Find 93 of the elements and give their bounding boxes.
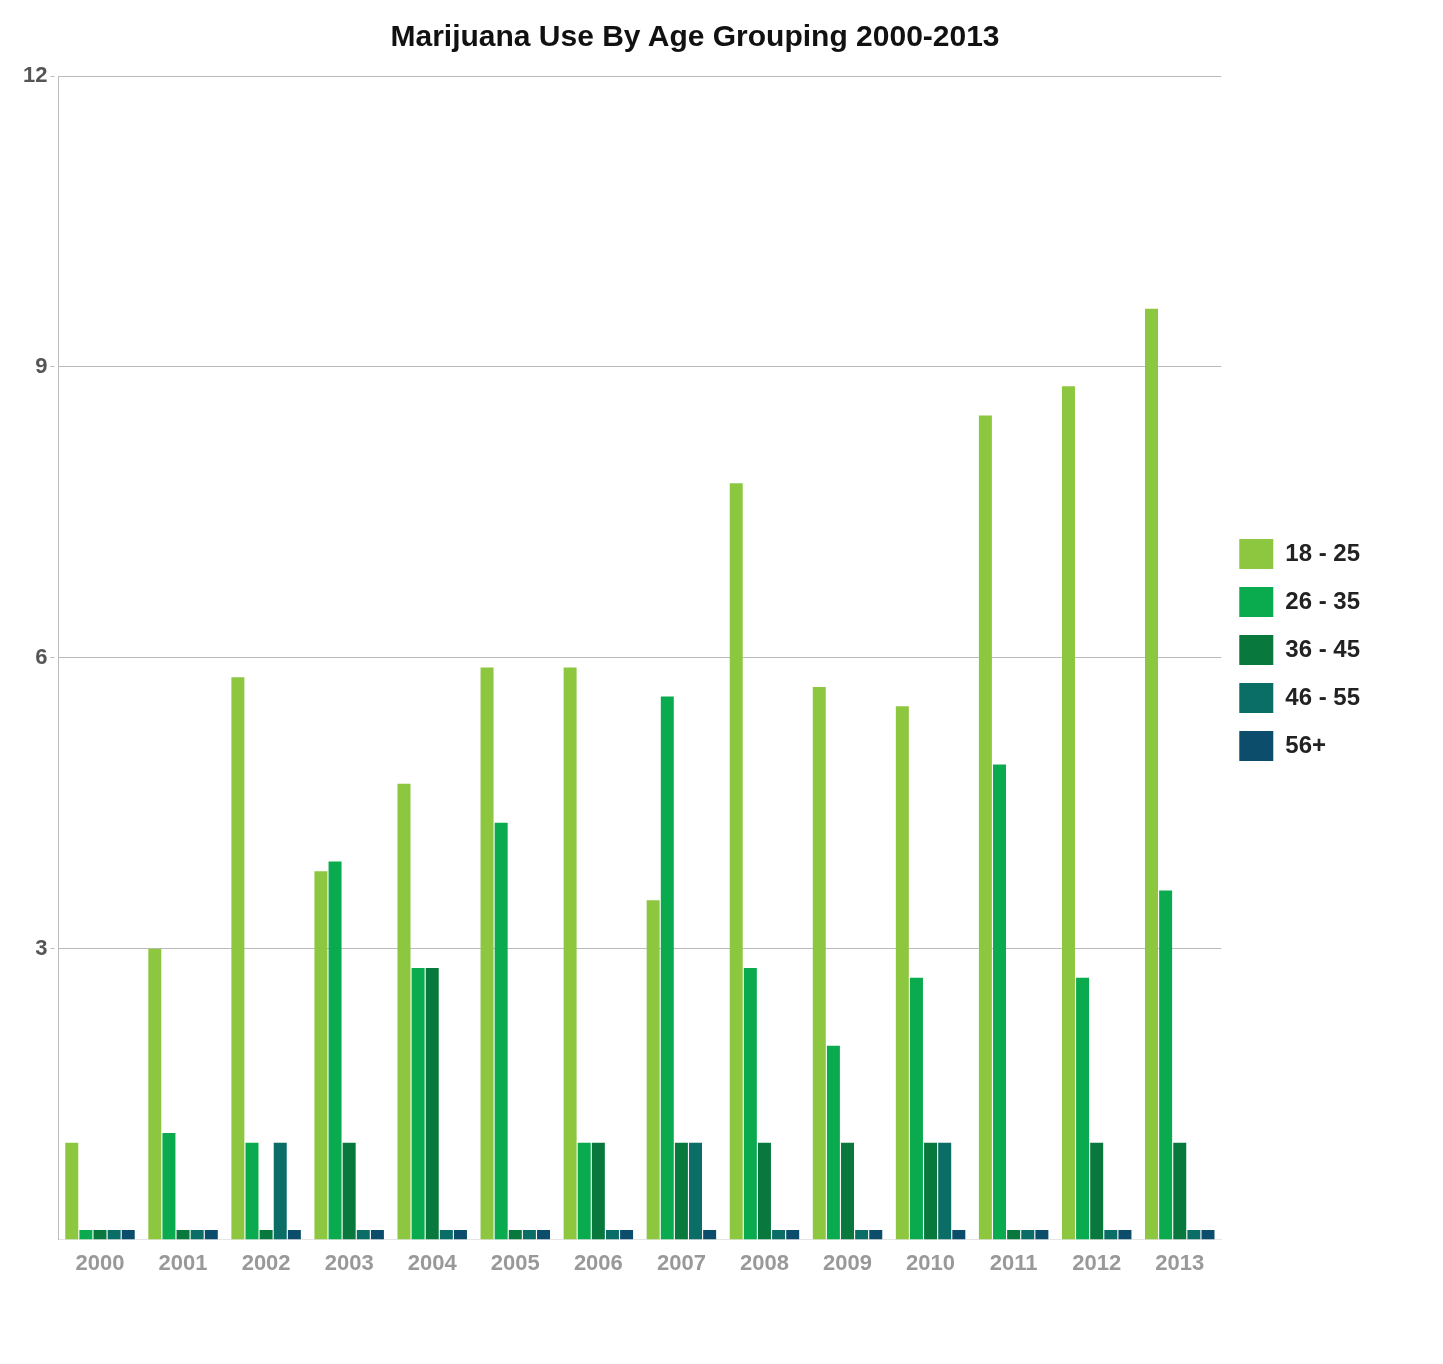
bar — [1021, 1229, 1035, 1240]
bar — [370, 1229, 384, 1240]
x-tick-label: 2009 — [823, 1249, 872, 1275]
bar — [605, 1229, 619, 1240]
bar — [411, 968, 425, 1240]
bar — [425, 968, 439, 1240]
bar — [757, 1142, 771, 1240]
bar — [993, 764, 1007, 1240]
bar — [176, 1229, 190, 1240]
x-tick-label: 2007 — [656, 1249, 706, 1275]
bar — [494, 822, 508, 1240]
bar — [1090, 1142, 1104, 1240]
x-tick-label: 2005 — [490, 1249, 540, 1275]
legend-label: 26 - 35 — [1285, 586, 1360, 614]
bar — [453, 1229, 467, 1240]
y-tick-label: 6 — [35, 643, 48, 669]
bar — [1104, 1229, 1118, 1240]
bar — [674, 1142, 688, 1240]
bar — [826, 1045, 840, 1240]
x-tick-label: 2001 — [158, 1249, 208, 1275]
bar — [772, 1229, 786, 1240]
bar — [204, 1229, 218, 1240]
x-tick-label: 2003 — [324, 1249, 374, 1275]
x-tick-label: 2012 — [1072, 1249, 1122, 1275]
bar — [287, 1229, 301, 1240]
bar — [1145, 308, 1159, 1240]
x-tick-label: 2002 — [241, 1249, 291, 1275]
bar — [259, 1229, 273, 1240]
bar — [841, 1142, 855, 1240]
bar — [1201, 1229, 1215, 1240]
bar — [508, 1229, 522, 1240]
bar — [743, 968, 757, 1240]
bar — [162, 1132, 176, 1240]
bar — [439, 1229, 453, 1240]
x-tick-label: 2006 — [573, 1249, 623, 1275]
bar — [245, 1142, 259, 1240]
bar — [786, 1229, 800, 1240]
bar — [522, 1229, 536, 1240]
bar — [909, 977, 923, 1240]
x-tick-label: 2000 — [75, 1249, 125, 1275]
legend-label: 56+ — [1285, 730, 1326, 758]
bar — [895, 706, 909, 1240]
x-tick-label: 2013 — [1155, 1249, 1205, 1275]
x-tick-label: 2010 — [906, 1249, 956, 1275]
legend-label: 46 - 55 — [1285, 682, 1360, 710]
x-tick-label: 2004 — [407, 1249, 458, 1275]
bar — [703, 1229, 717, 1240]
bar — [1187, 1229, 1201, 1240]
bar — [397, 783, 411, 1240]
y-tick-label: 3 — [35, 934, 48, 960]
bar — [231, 677, 245, 1240]
bar — [328, 861, 342, 1240]
bar — [689, 1142, 703, 1240]
bar — [563, 667, 577, 1240]
bar — [342, 1142, 356, 1240]
bar — [273, 1142, 287, 1240]
bar — [1076, 977, 1090, 1240]
bar — [938, 1142, 952, 1240]
bar — [480, 667, 494, 1240]
bar — [537, 1229, 551, 1240]
bar — [924, 1142, 938, 1240]
bar — [148, 948, 162, 1240]
y-tick-label: 12 — [22, 62, 48, 88]
bar — [107, 1229, 121, 1240]
bar — [1007, 1229, 1021, 1240]
bar — [729, 483, 743, 1240]
bar — [121, 1229, 135, 1240]
bar — [812, 686, 826, 1240]
legend-label: 36 - 45 — [1285, 634, 1360, 662]
bar — [869, 1229, 883, 1240]
bar — [314, 871, 328, 1240]
bar — [356, 1229, 370, 1240]
bar — [1035, 1229, 1049, 1240]
x-tick-label: 2008 — [739, 1249, 789, 1275]
bar — [978, 415, 992, 1240]
legend-label: 18 - 25 — [1285, 538, 1360, 566]
bar — [190, 1229, 204, 1240]
bar — [79, 1229, 93, 1240]
bar — [952, 1229, 966, 1240]
y-tick-label: 9 — [35, 352, 48, 378]
bar — [855, 1229, 869, 1240]
bar — [660, 696, 674, 1240]
bar — [577, 1142, 591, 1240]
bar — [620, 1229, 634, 1240]
chart-title: Marijuana Use By Age Grouping 2000-2013 — [390, 19, 1000, 53]
bar — [646, 900, 660, 1240]
x-tick-label: 2011 — [989, 1249, 1038, 1275]
bar — [1173, 1142, 1187, 1240]
bar — [1061, 386, 1075, 1240]
bar — [65, 1142, 79, 1240]
bar — [591, 1142, 605, 1240]
bar — [1159, 890, 1173, 1240]
bar — [1118, 1229, 1132, 1240]
